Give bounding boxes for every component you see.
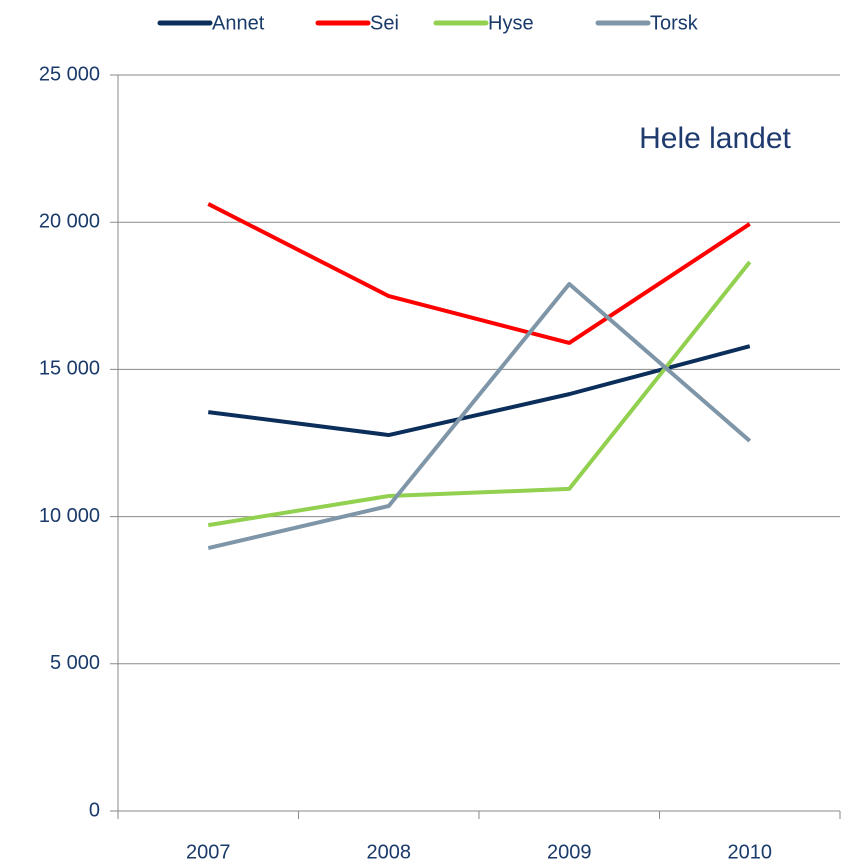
annotation: Hele landet — [639, 122, 791, 155]
y-tick-label: 0 — [89, 799, 100, 821]
series-line — [207, 282, 752, 551]
legend-label: Hyse — [488, 12, 534, 34]
series-line — [207, 202, 751, 345]
series-line — [207, 260, 752, 528]
series-line — [207, 344, 751, 438]
legend-label: Torsk — [650, 12, 699, 34]
x-tick-label: 2007 — [186, 841, 231, 863]
x-tick-label: 2010 — [728, 841, 773, 863]
legend-label: Sei — [370, 12, 399, 34]
x-tick-label: 2008 — [367, 841, 412, 863]
x-tick-label: 2009 — [547, 841, 592, 863]
y-tick-label: 20 000 — [39, 210, 100, 232]
y-tick-label: 5 000 — [50, 652, 100, 674]
y-tick-label: 10 000 — [39, 505, 100, 527]
y-tick-label: 25 000 — [39, 63, 100, 85]
y-tick-label: 15 000 — [39, 358, 100, 380]
legend-label: Annet — [212, 12, 265, 34]
